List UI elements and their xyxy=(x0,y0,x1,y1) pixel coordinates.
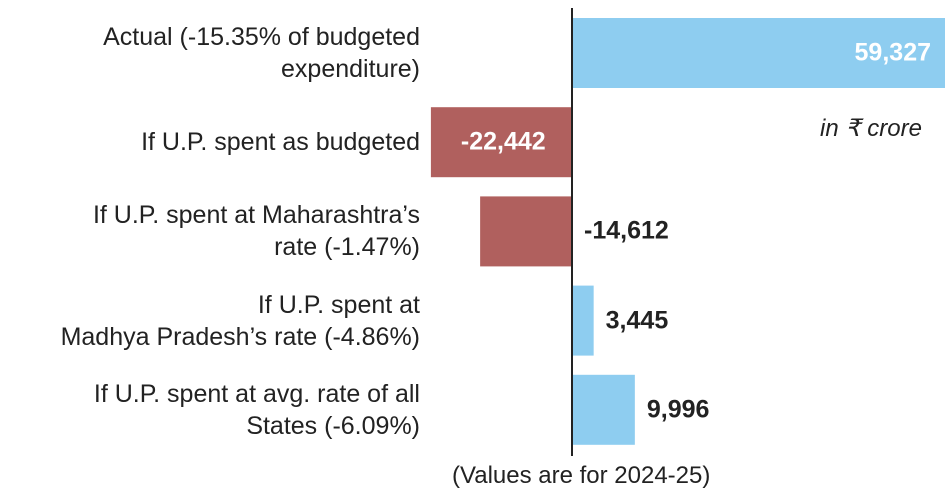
bar xyxy=(572,18,945,88)
bar xyxy=(480,196,572,267)
category-label: Actual (-15.35% of budgeted expenditure) xyxy=(103,23,420,83)
category-label: If U.P. spent as budgeted xyxy=(141,128,420,157)
category-label: If U.P. spent at avg. rate of all States… xyxy=(93,379,420,440)
category-label: If U.P. spent at Maharashtra’s rate (-1.… xyxy=(92,201,420,262)
value-label: 9,996 xyxy=(646,395,710,424)
value-label: -14,612 xyxy=(584,216,669,245)
value-label: 59,327 xyxy=(854,38,931,67)
footnote: (Values are for 2024-25) xyxy=(452,462,711,489)
value-label: -22,442 xyxy=(460,127,546,156)
category-label: If U.P. spent at Madhya Pradesh’s rate (… xyxy=(60,290,420,351)
annotation: in ₹ crore xyxy=(820,115,922,142)
value-label: 3,445 xyxy=(605,306,669,335)
bar xyxy=(572,374,635,445)
bar xyxy=(430,107,572,178)
bar xyxy=(572,285,594,356)
